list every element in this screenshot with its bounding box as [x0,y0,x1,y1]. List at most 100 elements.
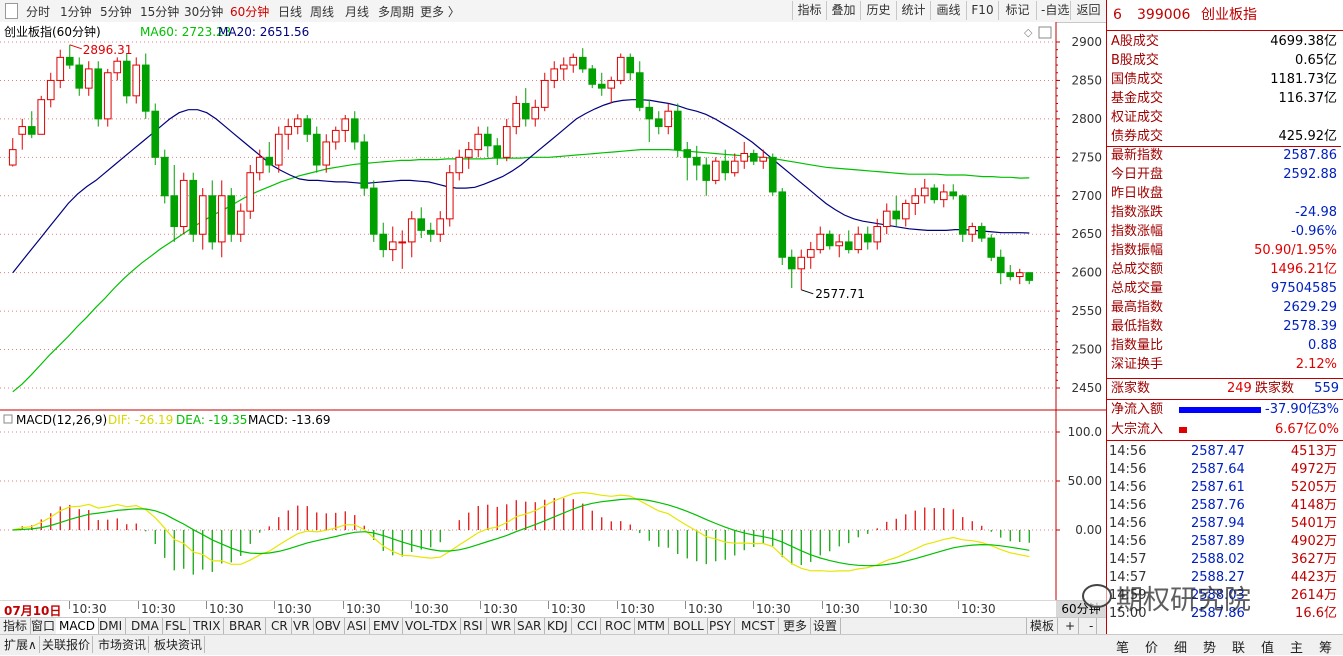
indicator-tab[interactable]: CR [268,618,292,635]
panel-mode-button[interactable]: 势 [1203,641,1217,656]
indicator-tab[interactable]: DMI [96,618,127,635]
period-tab[interactable]: 15分钟 [140,5,180,19]
indicator-tab[interactable]: FSL [162,618,190,635]
candle [550,61,559,89]
tick-row[interactable]: 14:56 2587.47 4513万 [1107,443,1341,461]
indicator-tab[interactable]: DMA [128,618,163,635]
indicator-tab[interactable]: MCST [738,618,779,635]
tick-row[interactable]: 14:56 2587.89 4902万 [1107,533,1341,551]
period-tab[interactable]: 5分钟 [100,5,132,19]
quote-row-label: 最低指数 [1111,319,1164,334]
candle [740,141,749,169]
toolbar-button[interactable]: 历史 [860,1,896,20]
toolbar-button[interactable]: 叠加 [826,1,860,20]
bottom-tab[interactable]: 市场资讯 [96,636,150,653]
template-tab[interactable]: 模板 [1026,618,1059,635]
indicator-tab[interactable]: SAR [514,618,546,635]
indicator-tab[interactable]: RSI [460,618,487,635]
diamond-icon[interactable]: ◇ [1024,26,1033,39]
indicator-tab[interactable]: MTM [634,618,670,635]
panel-mode-button[interactable]: 价 [1145,641,1159,656]
indicator-tab[interactable]: 指标 [0,618,32,635]
panel-mode-button[interactable]: 筹 [1319,641,1333,656]
indicator-tab[interactable]: 设置 [810,618,842,635]
panel-mode-button[interactable]: 值 [1261,641,1275,656]
candle-body [512,103,521,128]
candlestick-chart-svg[interactable]: 2900 2850 2800 2750 2700 2650 2600 2550 2500 2450… [0,22,1106,600]
net-inflow-value: -37.90亿 [1265,402,1320,417]
toolbar-button[interactable]: 标记 [998,1,1036,20]
indicator-tab[interactable]: KDJ [544,618,572,635]
candle-body [607,79,616,89]
quote-row-value: 2587.86 [1283,148,1337,163]
panel-mode-button[interactable]: 主 [1290,641,1304,656]
candle [626,53,635,81]
candle-body [540,79,549,108]
tick-row[interactable]: 14:56 2587.64 4972万 [1107,461,1341,479]
period-tab[interactable]: 日线 [278,5,303,19]
quote-row: 指数振幅 50.90/1.95% [1107,241,1341,260]
y-tick-label: 2750 [1071,150,1102,164]
tick-row[interactable]: 14:57 2588.27 4423万 [1107,569,1341,587]
quote-row-label: 指数涨幅 [1111,224,1164,239]
advance-decline-row: 涨家数 249 跌家数 559 [1107,378,1343,400]
toolbar-button[interactable]: 返回 [1070,1,1106,20]
indicator-tab[interactable]: ASI [344,618,371,635]
maximize-icon[interactable] [1038,26,1052,39]
candle [132,57,141,104]
candle-body [825,233,834,247]
toolbar-button[interactable]: 统计 [896,1,930,20]
tick-row[interactable]: 14:57 2588.02 3627万 [1107,551,1341,569]
tick-row[interactable]: 14:59 2588.03 2614万 [1107,587,1341,605]
candle [930,184,939,204]
indicator-tab[interactable]: 更多 [780,618,812,635]
indicator-tab[interactable]: VR [290,618,314,635]
zoom-out-button[interactable]: - [1086,618,1098,635]
panel-mode-button[interactable]: 联 [1232,641,1246,656]
toolbar-button[interactable]: 画线 [930,1,966,20]
net-inflow-bar [1179,407,1261,413]
tick-row[interactable]: 14:56 2587.61 5205万 [1107,479,1341,497]
indicator-tab[interactable]: TRIX [190,618,225,635]
indicator-tab[interactable]: 窗口 [28,618,60,635]
toolbar-button[interactable]: -自选 [1036,1,1070,20]
period-tab[interactable]: 周线 [310,5,335,19]
period-tab[interactable]: 60分钟 [230,5,270,19]
indicator-tab[interactable]: PSY [706,618,736,635]
candle-body [170,195,179,228]
block-inflow-bar [1179,427,1187,433]
indicator-tab[interactable]: CCI [574,618,602,635]
indicator-tab[interactable]: OBV [312,618,345,635]
indicator-tab[interactable]: EMV [370,618,404,635]
tick-row[interactable]: 14:56 2587.94 5401万 [1107,515,1341,533]
indicator-tab[interactable]: WR [488,618,516,635]
toolbar-button[interactable]: 指标 [792,1,826,20]
period-tab[interactable]: 分时 [26,5,51,19]
toolbar-button[interactable]: F10 [966,1,998,20]
candle-body [835,241,844,247]
indicator-tab[interactable]: VOL-TDX [402,618,461,635]
indicator-tab[interactable]: ROC [602,618,636,635]
candle [8,138,17,167]
tick-price: 2587.47 [1191,444,1245,459]
block-inflow-value: 6.67亿 [1275,422,1317,437]
indicator-tab[interactable]: BRAR [226,618,266,635]
period-tab[interactable]: 多周期 [378,5,415,19]
chart-area[interactable]: 2900 2850 2800 2750 2700 2650 2600 2550 2500 2450… [0,22,1106,600]
tick-row[interactable]: 15:00 2587.86 16.6亿 [1107,605,1341,623]
period-tab[interactable]: 30分钟 [184,5,224,19]
zoom-in-button[interactable]: + [1062,618,1080,635]
period-tab[interactable]: 1分钟 [60,5,92,19]
tick-row[interactable]: 14:56 2587.76 4148万 [1107,497,1341,515]
bottom-tab[interactable]: 关联报价 [40,636,94,653]
panel-mode-button[interactable]: 细 [1174,641,1188,656]
bottom-tab[interactable]: 扩展∧ [2,636,40,653]
bottom-tab[interactable]: 板块资讯 [152,636,206,653]
candle [607,76,616,104]
period-tab[interactable]: 月线 [345,5,370,19]
indicator-tab[interactable]: MACD [56,618,99,635]
panel-mode-button[interactable]: 笔 [1116,641,1130,656]
candle [246,165,255,219]
indicator-tab[interactable]: BOLL [670,618,708,635]
period-tab[interactable]: 更多 〉 [420,5,460,19]
